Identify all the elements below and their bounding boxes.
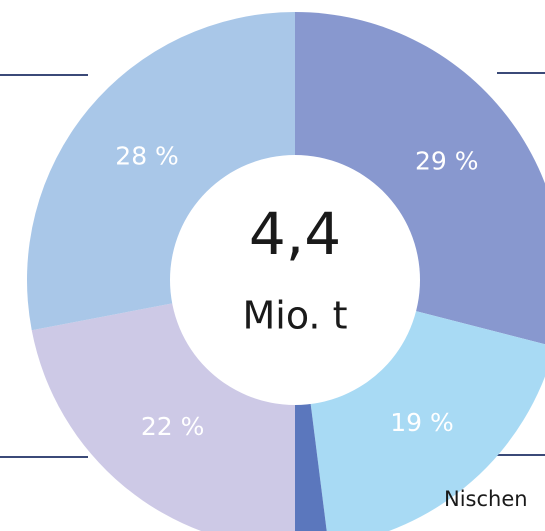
value-label: 19 % bbox=[390, 408, 454, 437]
value-label: 22 % bbox=[141, 412, 205, 441]
center-label: 4,4 bbox=[249, 200, 341, 268]
value-label: 29 % bbox=[415, 146, 479, 175]
annotation: Nischen bbox=[444, 487, 528, 511]
donut-hole bbox=[170, 155, 420, 405]
value-label: 28 % bbox=[115, 142, 179, 171]
center-sublabel: Mio. t bbox=[243, 294, 348, 338]
